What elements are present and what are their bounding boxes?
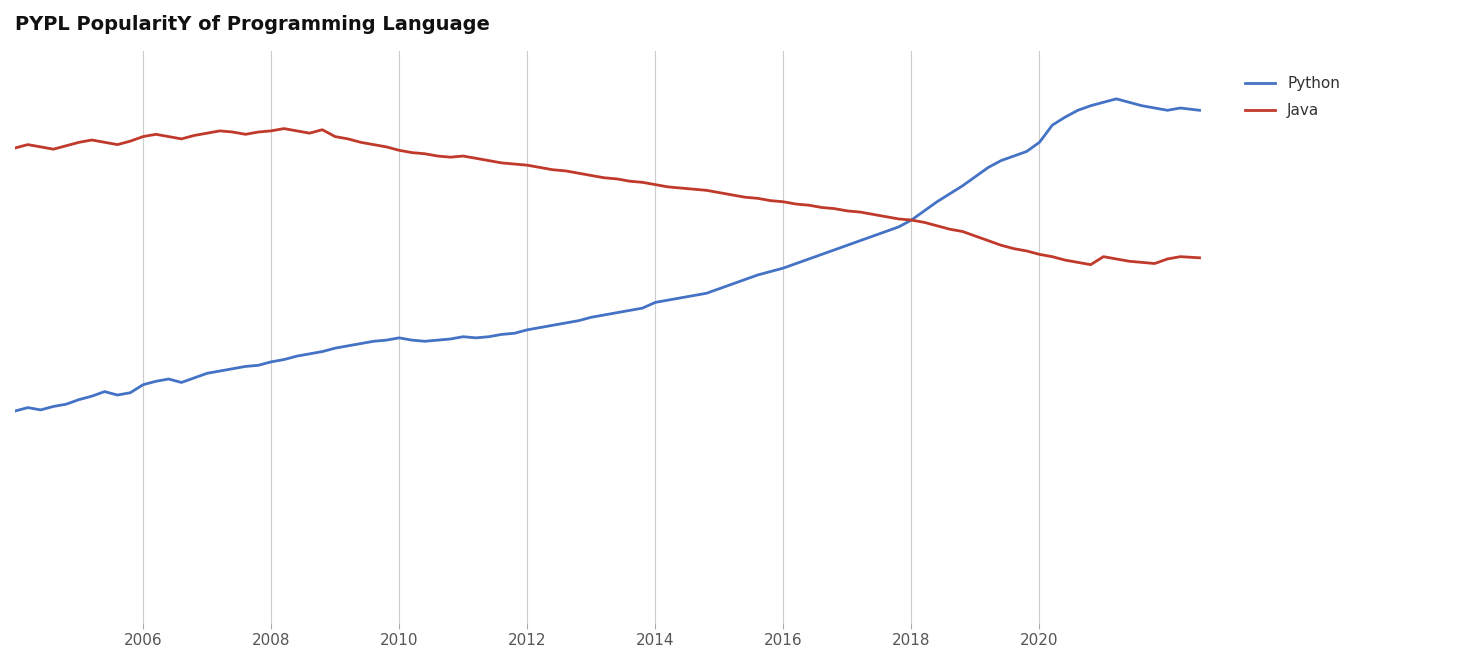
Python (1107, 95, 1125, 103)
Line: Python: Python (15, 99, 1200, 411)
Python (6, 407, 23, 415)
Java (609, 175, 626, 183)
Text: PYPL PopularitY of Programming Language: PYPL PopularitY of Programming Language (15, 15, 490, 34)
Python (199, 369, 217, 377)
Python (250, 361, 268, 369)
Python (941, 190, 958, 198)
Python (595, 311, 613, 319)
Java (159, 133, 177, 141)
Legend: Python, Java: Python, Java (1238, 70, 1346, 125)
Python (159, 375, 177, 383)
Java (1191, 254, 1208, 262)
Line: Java: Java (15, 129, 1200, 265)
Java (275, 125, 293, 133)
Java (1083, 261, 1100, 269)
Python (825, 246, 843, 254)
Python (1191, 106, 1208, 114)
Java (6, 144, 23, 152)
Java (838, 207, 856, 215)
Java (199, 129, 217, 137)
Java (250, 128, 268, 136)
Java (954, 227, 971, 235)
